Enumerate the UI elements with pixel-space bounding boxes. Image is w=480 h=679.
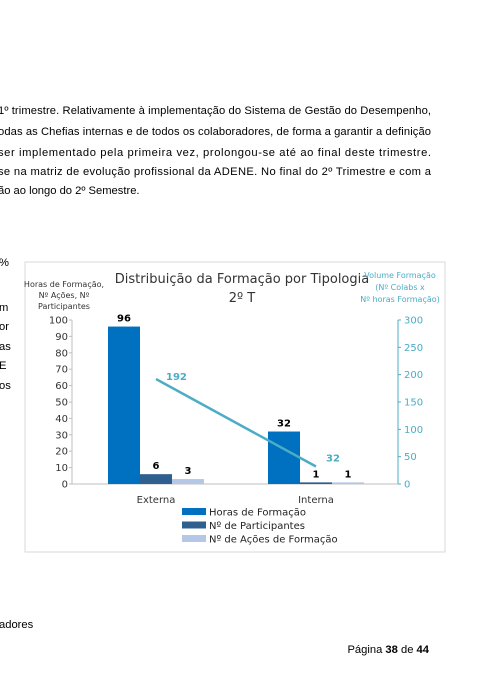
footer-page: 38 [385, 644, 397, 656]
data-label: 96 [117, 314, 131, 325]
y-tick-label: 40 [55, 414, 68, 425]
legend-label: Horas de Formação [209, 508, 306, 519]
page-footer: Página 38 de 44 [347, 644, 429, 656]
footer-word: de [401, 644, 413, 656]
line [155, 377, 317, 468]
body-fragment: or [0, 321, 9, 333]
body-fragment: % [0, 257, 9, 269]
y-tick-label: 30 [55, 430, 68, 441]
y-tick-label: 20 [55, 447, 68, 458]
legend-label: Nº de Ações de Formação [209, 535, 338, 546]
body-line: odas as Chefias internas e de todos os c… [0, 126, 431, 138]
y-axis-label: Horas de Formação, [24, 280, 104, 289]
body-fragment: m [0, 302, 8, 314]
y2-tick-label: 100 [404, 425, 423, 436]
data-label: 1 [313, 469, 320, 480]
chart-title: Distribuição da Formação por Tipologia [115, 272, 369, 287]
y2-tick-label: 0 [404, 480, 410, 491]
y-tick-label: 100 [49, 316, 68, 327]
y2-tick-label: 50 [404, 452, 417, 463]
x-tick-label: Externa [137, 495, 176, 506]
bar [108, 326, 140, 484]
x-tick-label: Interna [298, 495, 334, 506]
y-tick-label: 60 [55, 381, 68, 392]
y-tick-label: 90 [55, 332, 68, 343]
footer-total: 44 [417, 644, 430, 656]
y2-tick-label: 300 [404, 316, 423, 327]
data-label: 32 [326, 454, 340, 465]
chart-subtitle: 2º T [229, 291, 256, 306]
y2-tick-label: 250 [404, 343, 423, 354]
y2-axis-label: Volume Formação [364, 271, 436, 280]
chart-frame [24, 261, 446, 553]
legend-label: Nº de Participantes [209, 521, 305, 532]
body-fragment: as [0, 341, 11, 353]
body-line: se na matriz de evolução profissional da… [0, 166, 432, 178]
y-tick-label: 10 [55, 463, 68, 474]
body-fragment: os [0, 380, 11, 392]
y-tick-label: 50 [55, 398, 68, 409]
y-tick-label: 80 [55, 348, 68, 359]
body-line: ão ao longo do 2º Semestre. [0, 185, 140, 197]
bar [172, 479, 204, 484]
bar [140, 474, 172, 484]
bar [332, 482, 364, 484]
y-axis-label: Nº Ações, Nº [39, 291, 90, 300]
y2-axis-label: Nº horas Formação) [360, 295, 440, 304]
data-label: 32 [277, 419, 291, 430]
bar [300, 482, 332, 484]
y2-tick-label: 200 [404, 370, 423, 381]
data-label: 192 [166, 372, 187, 383]
y-tick-label: 70 [55, 365, 68, 376]
y-tick-label: 0 [62, 480, 68, 491]
data-label: 3 [185, 466, 192, 477]
legend-swatch [182, 521, 206, 529]
legend-swatch [182, 508, 206, 515]
body-line: 1º trimestre. Relativamente à implementa… [0, 105, 431, 117]
bar [268, 431, 300, 484]
data-label: 6 [153, 461, 160, 472]
legend-swatch [182, 535, 206, 542]
y2-tick-label: 150 [404, 398, 423, 409]
y2-axis-label: (Nº Colabs x [375, 283, 425, 292]
y-axis-label: Participantes [38, 302, 90, 311]
body-fragment: E [0, 360, 6, 372]
data-label: 1 [345, 469, 352, 480]
body-fragment: adores [0, 619, 34, 631]
body-line: ser implementado pela primeira vez, prol… [0, 147, 431, 159]
footer-word: Página [347, 644, 383, 656]
